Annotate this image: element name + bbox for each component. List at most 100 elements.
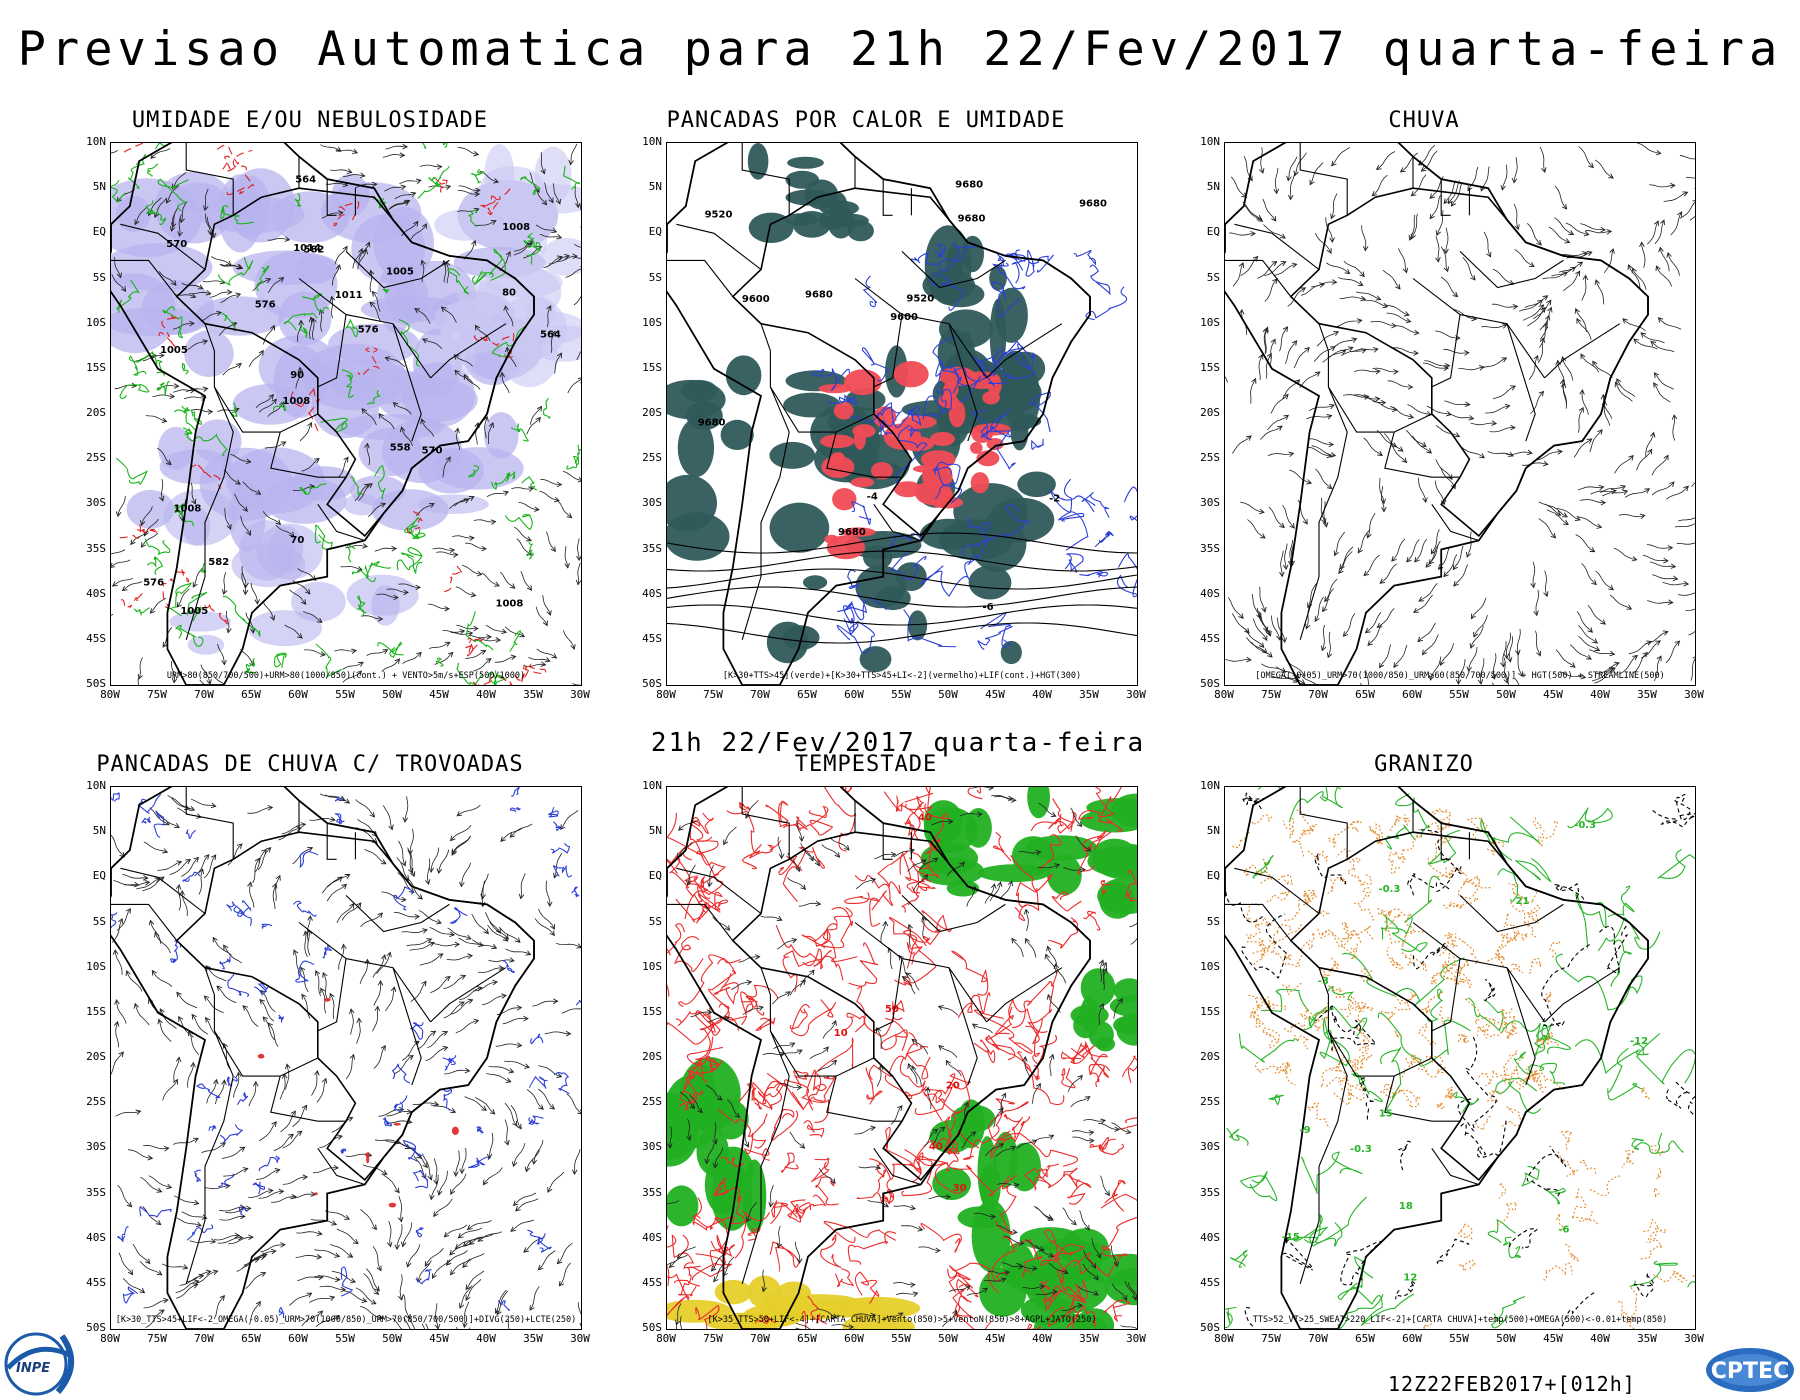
lat-tick-label: EQ (1206, 869, 1220, 883)
lon-tick-label: 50W (1496, 688, 1516, 701)
panel-granizo: GRANIZO -0.3 -0.3 -0.3 -6 -3 -9 -12 -15 18 21 15 12… (1164, 752, 1704, 1345)
lat-tick-label: 15S (1200, 1004, 1220, 1018)
panel-legend: TTS>52_VT>25_SWEAT>220_LIF<-2]+[CARTA CH… (1252, 1315, 1668, 1325)
lon-tick-label: 60W (1402, 688, 1422, 701)
contour-label: 80 (502, 288, 516, 299)
contour-label: 9680 (698, 417, 726, 428)
lat-tick-label: 50S (86, 1321, 106, 1334)
panel-tempestade: TEMPESTADE 40 50 30 40 10 20 [K>35_TTS>50+LIF<… (606, 752, 1146, 1345)
lat-tick-label: EQ (1206, 225, 1220, 239)
lon-tick-label: 40W (476, 688, 496, 701)
contour-label: 1008 (174, 503, 202, 514)
lon-tick-label: 35W (1637, 688, 1657, 701)
lat-tick-label: 5S (92, 270, 106, 284)
contour-label: 570 (422, 446, 443, 457)
weather-map: -0.3 -0.3 -0.3 -6 -3 -9 -12 -15 18 21 15 12 (1225, 787, 1695, 1329)
lon-tick-label: 60W (844, 688, 864, 701)
contour-label: 15 (1379, 1108, 1393, 1119)
lon-tick-label: 40W (1032, 688, 1052, 701)
lat-tick-label: 10N (86, 779, 106, 792)
contour-label: -6 (1558, 1225, 1569, 1236)
lat-tick-label: 45S (1200, 631, 1220, 645)
contour-label: 582 (208, 557, 229, 568)
map-frame: 40 50 30 40 10 20 [K>35_TTS>50+LIF<-4]+[CARTA … (666, 786, 1138, 1330)
lon-tick-label: 50W (938, 688, 958, 701)
lat-tick-label: 40S (1200, 586, 1220, 600)
lon-tick-label: 55W (891, 1332, 911, 1345)
lat-tick-label: 5N (92, 180, 106, 194)
lat-tick-label: 20S (86, 1050, 106, 1063)
lat-tick-label: 25S (86, 451, 106, 465)
lon-tick-label: 65W (1355, 688, 1375, 701)
panel-title: GRANIZO (1374, 752, 1474, 777)
lat-tick-label: 20S (1200, 406, 1220, 419)
lon-tick-label: 30W (570, 688, 590, 701)
lat-tick-label: 35S (1200, 541, 1220, 555)
contour-label: 570 (166, 239, 187, 250)
contour-label: 21 (1516, 896, 1530, 907)
lat-tick-label: 25S (1200, 451, 1220, 465)
contour-label: -3 (1318, 976, 1329, 987)
panel-legend: [K>30_TTS>45+LIF<-2_OMEGA(-0.05)_URM>70(… (115, 1315, 577, 1325)
contour-label: 20 (946, 1081, 960, 1092)
lon-tick-label: 70W (194, 1332, 214, 1345)
lat-tick-label: 5S (648, 914, 662, 928)
contour-label: 9520 (906, 294, 934, 305)
weather-map: 40 50 30 40 10 20 (667, 787, 1137, 1329)
map-frame: [OMEGA(-0.05)_URM>70(1000/850)_URM>60(85… (1224, 142, 1696, 686)
lat-tick-label: 40S (642, 586, 662, 600)
contour-label: 9680 (1079, 198, 1107, 209)
contour-label: 1008 (496, 598, 524, 609)
lon-tick-label: 70W (750, 1332, 770, 1345)
lon-tick-label: 80W (656, 1332, 676, 1345)
lon-tick-label: 45W (985, 1332, 1005, 1345)
panel-pancadas-calor: PANCADAS POR CALOR E UMIDADE 9680 9680 968… (606, 108, 1146, 701)
lon-tick-label: 80W (656, 688, 676, 701)
lat-tick-label: 5N (648, 180, 662, 194)
contour-label: 90 (290, 370, 304, 381)
lat-tick-label: 50S (1200, 677, 1220, 690)
contour-label: -6 (983, 602, 994, 613)
lon-tick-label: 40W (1590, 1332, 1610, 1345)
lon-tick-label: 70W (1308, 688, 1328, 701)
lon-tick-label: 80W (1214, 1332, 1234, 1345)
lon-tick-label: 55W (1449, 1332, 1469, 1345)
lon-tick-label: 35W (523, 1332, 543, 1345)
svg-text:CPTEC: CPTEC (1711, 1359, 1789, 1384)
lat-tick-label: 15S (642, 1004, 662, 1018)
panel-legend: URM>80(850/700/500)+URM>80(1000/850)(con… (166, 671, 526, 681)
contour-label: -15 (1282, 1232, 1300, 1243)
lat-tick-label: 10S (642, 315, 662, 329)
lon-tick-label: 30W (1684, 1332, 1704, 1345)
panel-title: PANCADAS DE CHUVA C/ TROVOADAS (96, 752, 524, 777)
lat-tick-label: 50S (1200, 1321, 1220, 1334)
contour-label: 564 (295, 174, 316, 185)
contour-label: 12 (1403, 1273, 1417, 1284)
panel-title: TEMPESTADE (794, 752, 938, 777)
lon-tick-label: 50W (382, 688, 402, 701)
contour-label: 40 (918, 813, 932, 824)
lat-tick-label: 5S (1206, 914, 1220, 928)
contour-label: 1005 (386, 266, 414, 277)
lat-tick-label: 50S (642, 677, 662, 690)
lat-tick-label: 40S (86, 586, 106, 600)
lat-tick-label: 30S (86, 496, 106, 510)
lat-tick-label: 25S (642, 451, 662, 465)
contour-label: 9520 (705, 209, 733, 220)
lat-tick-label: 25S (86, 1095, 106, 1109)
lon-tick-label: 35W (1637, 1332, 1657, 1345)
lat-tick-label: 25S (642, 1095, 662, 1109)
lat-tick-label: 35S (86, 541, 106, 555)
panel-legend: [K>30+TTS>45](verde)+[K>30+TTS>45+LI<-2]… (722, 671, 1082, 681)
lat-tick-label: 10S (642, 959, 662, 973)
contour-label: 50 (885, 1004, 899, 1015)
lat-tick-label: 5N (1206, 824, 1220, 838)
weather-map (111, 787, 581, 1329)
contour-label: 1008 (502, 222, 530, 233)
contour-label: 564 (540, 330, 561, 341)
lat-tick-label: 45S (1200, 1275, 1220, 1289)
contour-label: 18 (1399, 1201, 1413, 1212)
lat-tick-label: 15S (1200, 360, 1220, 374)
lon-tick-label: 40W (1590, 688, 1610, 701)
lon-tick-label: 50W (938, 1332, 958, 1345)
